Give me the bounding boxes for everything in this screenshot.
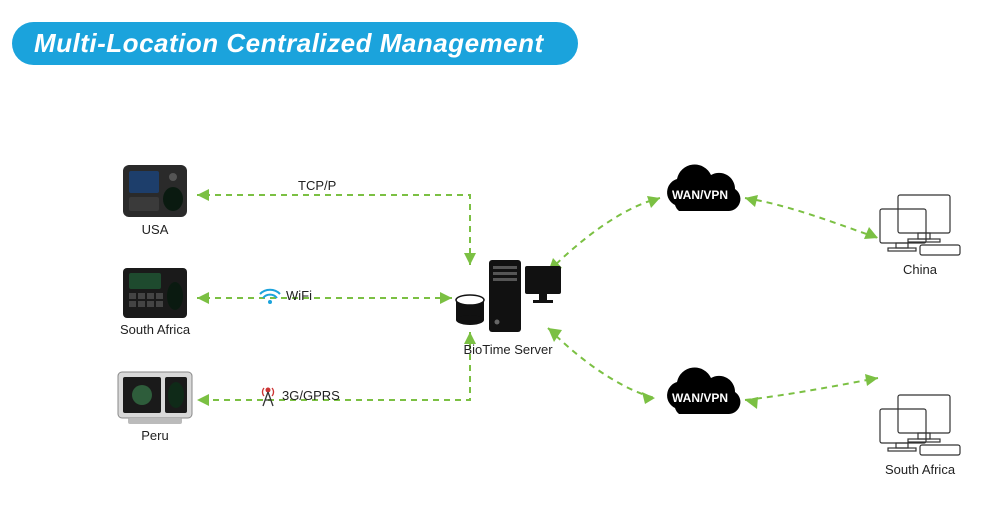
client-sa-label: South Africa [885, 462, 955, 477]
client-china-label: China [903, 262, 937, 277]
cloud-bottom-label: WAN/VPN [672, 391, 728, 405]
device-peru-label: Peru [141, 428, 168, 443]
arrow-usa [197, 189, 209, 201]
diagram-stage: WAN/VPN WAN/VPN [0, 0, 1000, 524]
edge-cloud-top-client [745, 198, 878, 238]
server-label: BioTime Server [463, 342, 552, 357]
link-3g-label: 3G/GPRS [282, 388, 340, 403]
device-usa-label: USA [142, 222, 169, 237]
device-peru-icon [118, 372, 192, 424]
edge-cloud-bot-client [745, 378, 878, 400]
arrow-cloud-bot-in [642, 392, 655, 404]
client-china-icon [880, 195, 960, 255]
arrow-server-from-sa [440, 292, 452, 304]
device-usa-icon [123, 165, 187, 217]
arrow-cloud-top-out [745, 195, 758, 207]
cloud-bottom-icon: WAN/VPN [667, 368, 740, 414]
cloud-top-icon: WAN/VPN [667, 165, 740, 211]
edge-server-cloud-top [548, 198, 660, 272]
arrow-peru [197, 394, 209, 406]
edge-server-cloud-bot [548, 328, 655, 398]
link-wifi-label: WiFi [286, 288, 312, 303]
arrow-client-bot [865, 374, 878, 386]
cloud-top-label: WAN/VPN [672, 188, 728, 202]
arrow-server-from-usa [464, 253, 476, 265]
client-sa-icon [880, 395, 960, 455]
device-sa-icon [123, 268, 187, 318]
edge-server-usa [197, 195, 470, 265]
tower-icon [262, 388, 273, 407]
server-icon [456, 260, 561, 332]
link-tcpip-label: TCP/P [298, 178, 336, 193]
device-sa-label: South Africa [120, 322, 190, 337]
arrow-sa [197, 292, 209, 304]
wifi-icon [260, 290, 280, 304]
